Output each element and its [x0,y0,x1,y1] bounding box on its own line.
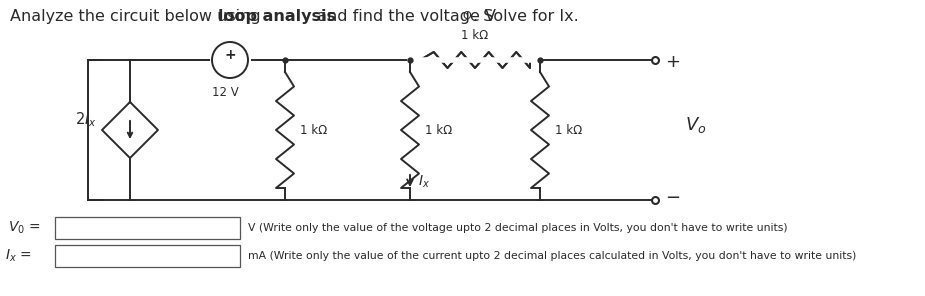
Text: . Solve for Ix.: . Solve for Ix. [473,9,579,24]
Text: 1 kΩ: 1 kΩ [462,29,488,42]
Text: 1 kΩ: 1 kΩ [300,123,327,136]
Text: 1 kΩ: 1 kΩ [555,123,582,136]
Text: $I_x$ =: $I_x$ = [5,248,31,264]
FancyBboxPatch shape [55,245,240,267]
Text: −: − [665,189,680,207]
Text: 1 kΩ: 1 kΩ [425,123,452,136]
Text: and find the voltage V: and find the voltage V [312,9,496,24]
Text: $V_o$: $V_o$ [685,115,707,135]
Text: +: + [665,53,680,71]
Text: O: O [462,11,471,21]
Text: loop analysis: loop analysis [218,9,336,24]
FancyBboxPatch shape [55,217,240,239]
Text: V (Write only the value of the voltage upto 2 decimal places in Volts, you don't: V (Write only the value of the voltage u… [248,223,787,233]
Text: +: + [224,48,236,62]
Text: $2I_x$: $2I_x$ [75,111,97,129]
Text: $V_0$ =: $V_0$ = [8,220,41,236]
Text: 12 V: 12 V [212,86,239,99]
Text: mA (Write only the value of the current upto 2 decimal places calculated in Volt: mA (Write only the value of the current … [248,251,857,261]
Text: $I_x$: $I_x$ [418,174,430,190]
Text: Analyze the circuit below using: Analyze the circuit below using [10,9,265,24]
